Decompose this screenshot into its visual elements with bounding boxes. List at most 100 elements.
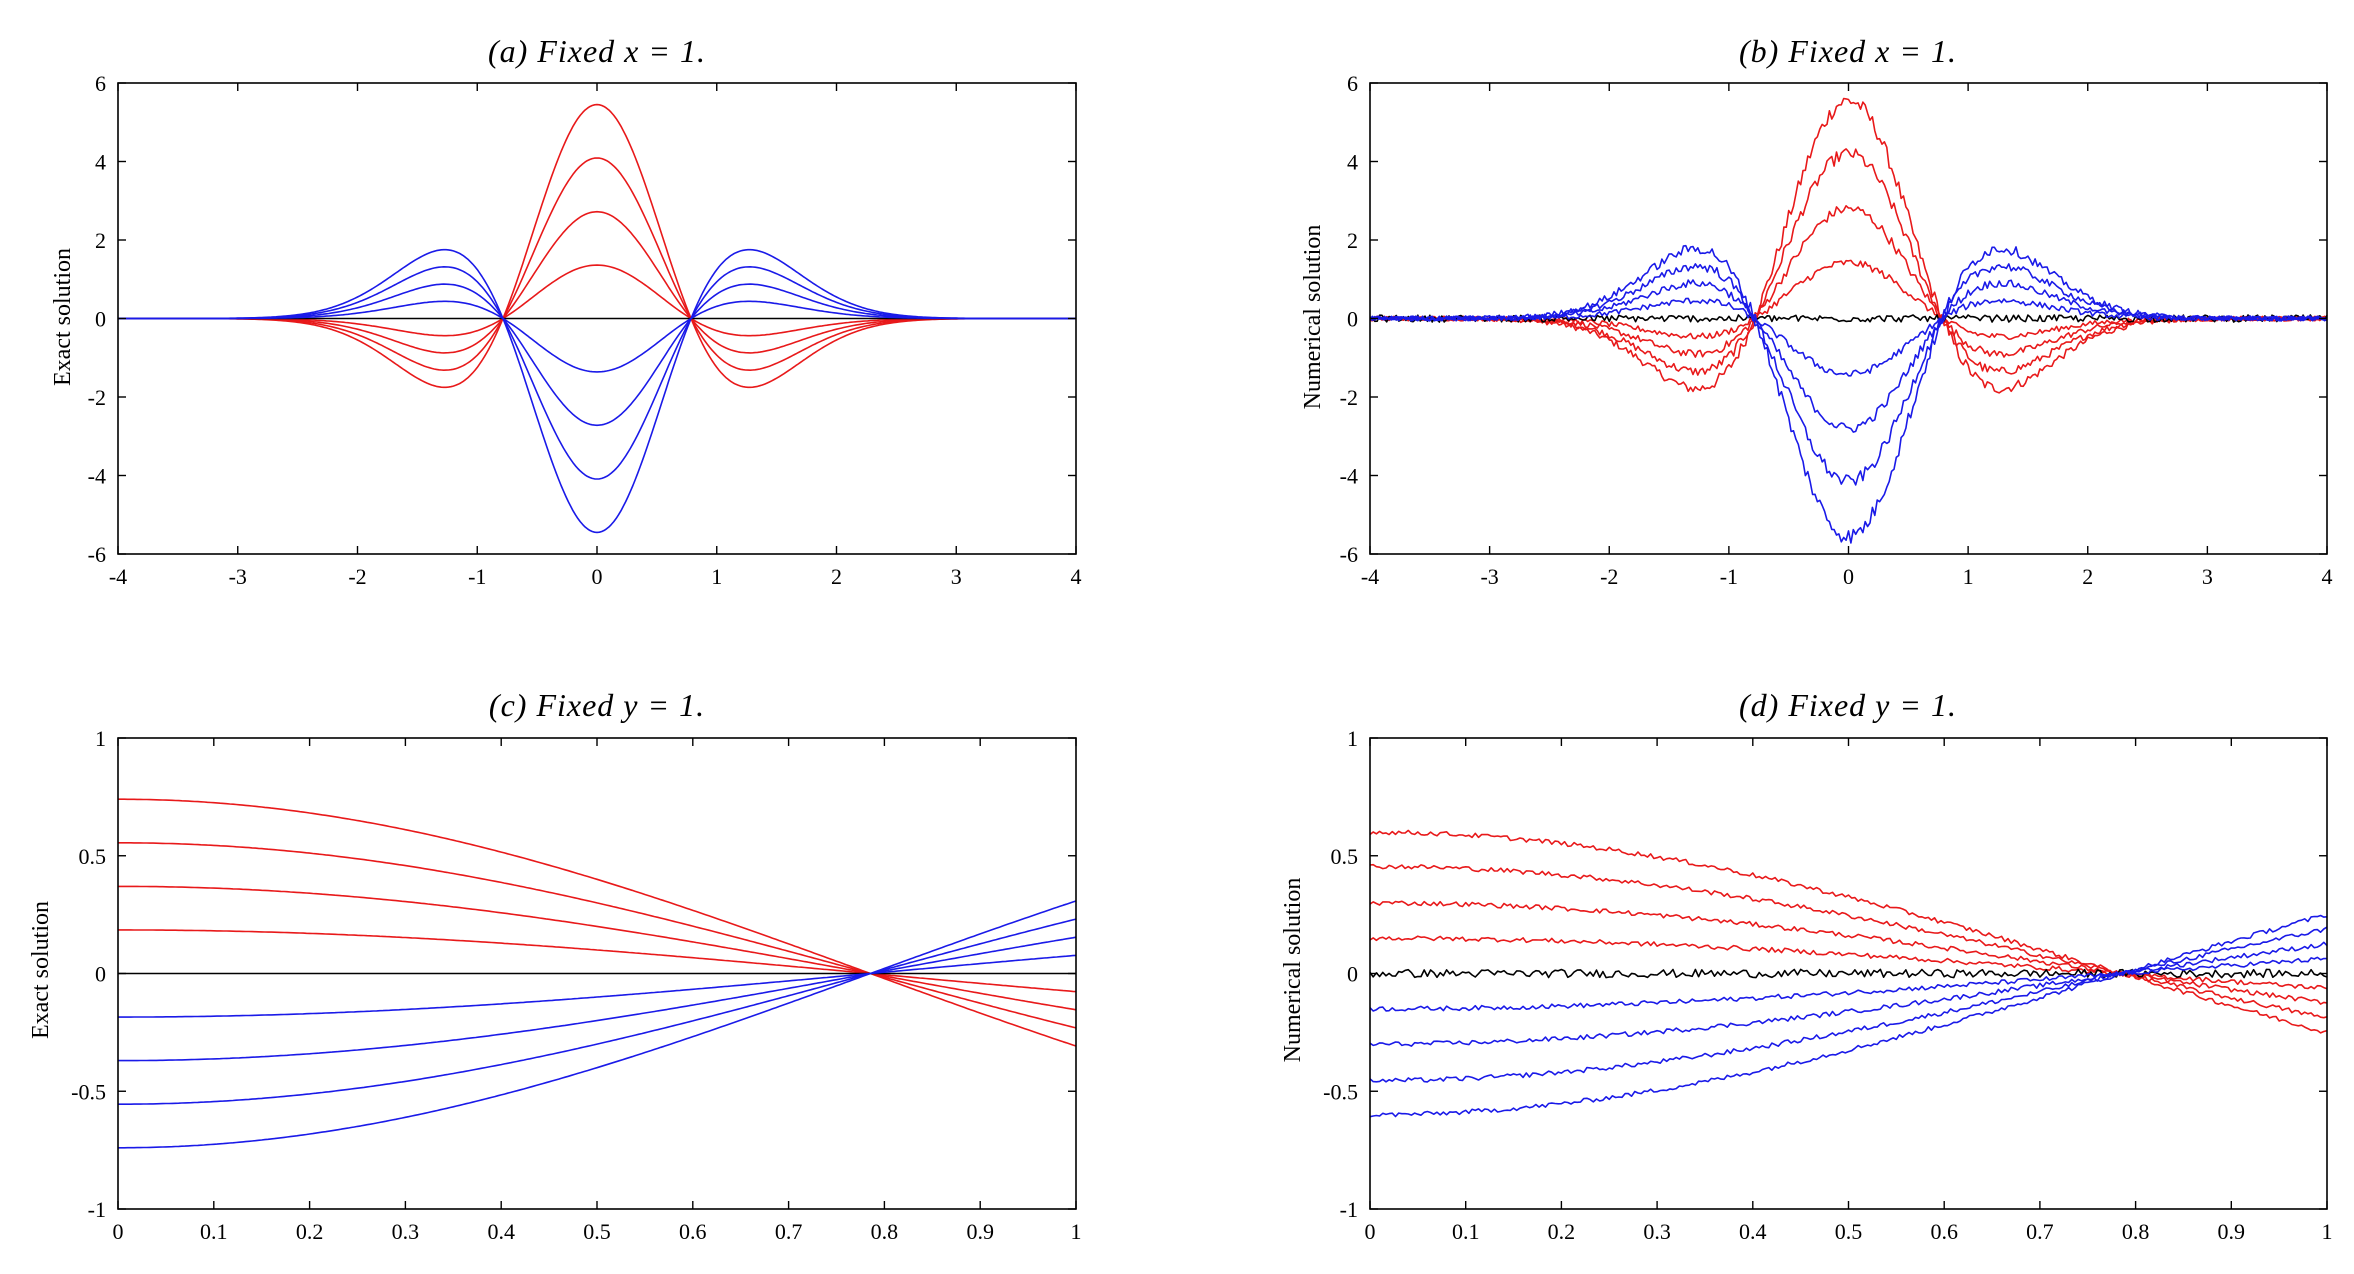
panel-a-ytick-label: -6 xyxy=(88,542,106,567)
panel-a-xtick-label: -2 xyxy=(348,564,366,589)
panel-d-xtick-label: 0.8 xyxy=(2122,1219,2150,1244)
panel-a-series-0 xyxy=(118,103,1076,389)
panel-a-series-2 xyxy=(118,210,1076,354)
panel-d-xtick-label: 0.5 xyxy=(1835,1219,1863,1244)
panel-c-series-1 xyxy=(118,842,1077,1029)
panel-d-xtick-label: 0.9 xyxy=(2218,1219,2246,1244)
panel-d: (d) Fixed y = 1. Numerical solution 0 0.1… xyxy=(1280,687,2333,1244)
panel-d-xtick-label: 0.7 xyxy=(2026,1219,2054,1244)
panel-a-xtick-label: 4 xyxy=(1071,564,1082,589)
panel-d-ytick-label: -1 xyxy=(1340,1197,1358,1222)
panel-b-xtick-label: 0 xyxy=(1843,564,1854,589)
panel-a-xtick-label: -4 xyxy=(109,564,127,589)
panel-d-series-4 xyxy=(1369,968,2328,979)
panel-d-series-5 xyxy=(1369,956,2328,1012)
panel-b-ylabel: Numerical solution xyxy=(1300,225,1326,410)
panel-d-series-2 xyxy=(1369,900,2328,1005)
panel-c-ytick-label: 1 xyxy=(95,726,106,751)
panel-b-xtick-label: -2 xyxy=(1600,564,1618,589)
panel-c-xtick-label: 0.5 xyxy=(583,1219,611,1244)
panel-b-series-1 xyxy=(1369,148,2328,376)
panel-c: (c) Fixed y = 1. Exact solution 0 0.1 0.2 0… xyxy=(28,687,1082,1244)
panel-a-ylabel: Exact solution xyxy=(50,248,76,386)
panel-b: (b) Fixed x = 1. Numerical solution -4 -3… xyxy=(1300,33,2333,589)
panel-a-title: (a) Fixed x = 1. xyxy=(488,33,706,69)
panel-c-series-8 xyxy=(118,900,1077,1149)
panel-b-series-7 xyxy=(1369,263,2328,486)
panel-d-ytick-label: 1 xyxy=(1347,726,1358,751)
panel-b-xtick-label: -1 xyxy=(1720,564,1738,589)
panel-d-title: (d) Fixed y = 1. xyxy=(1739,687,1957,723)
panel-a-ytick-label: -2 xyxy=(88,385,106,410)
panel-d-xtick-label: 0.2 xyxy=(1548,1219,1576,1244)
panel-d-xtick-label: 0.4 xyxy=(1739,1219,1767,1244)
panel-c-xtick-label: 0.3 xyxy=(392,1219,420,1244)
panel-c-ytick-label: 0.5 xyxy=(79,844,107,869)
panel-c-title: (c) Fixed y = 1. xyxy=(489,687,705,723)
panel-b-series-5 xyxy=(1369,297,2328,377)
panel-c-xtick-label: 0 xyxy=(113,1219,124,1244)
panel-b-xtick-label: -3 xyxy=(1480,564,1498,589)
panel-a-xtick-label: 3 xyxy=(951,564,962,589)
panel-d-plot: 0 0.1 0.2 0.3 0.4 0.5 0.6 0.7 0.8 0.9 1 -1 -0.5 0 0.5 1 xyxy=(1323,726,2332,1244)
panel-b-series-0 xyxy=(1369,97,2328,394)
panel-b-xtick-label: 2 xyxy=(2082,564,2093,589)
panel-d-series-6 xyxy=(1369,941,2328,1047)
panel-c-series-5 xyxy=(118,954,1077,1018)
panel-c-ylabel: Exact solution xyxy=(28,901,54,1039)
panel-a-series-3 xyxy=(118,264,1076,337)
panel-b-series-8 xyxy=(1369,244,2328,544)
panel-c-ytick-label: -1 xyxy=(88,1197,106,1222)
panel-c-series-0 xyxy=(118,798,1077,1047)
panel-b-ytick-label: 2 xyxy=(1347,228,1358,253)
panel-a-xtick-label: 2 xyxy=(831,564,842,589)
panel-b-series-6 xyxy=(1369,279,2328,433)
panel-b-ytick-label: 4 xyxy=(1347,150,1358,175)
panel-b-title: (b) Fixed x = 1. xyxy=(1739,33,1957,69)
panel-d-ytick-label: -0.5 xyxy=(1323,1079,1358,1104)
panel-c-series-2 xyxy=(118,885,1077,1011)
panel-b-series-4 xyxy=(1369,314,2328,323)
panel-a-ytick-label: 4 xyxy=(95,150,106,175)
panel-b-ytick-label: -2 xyxy=(1340,385,1358,410)
panel-d-series-3 xyxy=(1369,935,2328,990)
panel-b-xtick-label: -4 xyxy=(1361,564,1379,589)
panel-c-series-6 xyxy=(118,936,1077,1062)
panel-c-xtick-label: 1 xyxy=(1071,1219,1082,1244)
panel-a-series-5 xyxy=(118,300,1076,373)
panel-c-series-3 xyxy=(118,929,1077,993)
panel-a: (a) Fixed x = 1. Exact solution -4 -3 -2 -1… xyxy=(50,33,1082,589)
panel-c-xtick-label: 0.8 xyxy=(871,1219,899,1244)
panel-a-xtick-label: -3 xyxy=(229,564,247,589)
panel-c-plot: 0 0.1 0.2 0.3 0.4 0.5 0.6 0.7 0.8 0.9 1 -1 -0.5 0 0.5 1 xyxy=(71,726,1081,1244)
panel-c-xtick-label: 0.7 xyxy=(775,1219,803,1244)
panel-a-xtick-label: 1 xyxy=(711,564,722,589)
panel-a-xtick-label: 0 xyxy=(592,564,603,589)
panel-a-series-6 xyxy=(118,283,1076,427)
panel-a-series-7 xyxy=(118,266,1076,480)
panel-c-xtick-label: 0.6 xyxy=(679,1219,707,1244)
panel-b-ytick-label: 0 xyxy=(1347,307,1358,332)
panel-d-series-0 xyxy=(1369,829,2328,1034)
panel-b-ytick-label: 6 xyxy=(1347,71,1358,96)
panel-d-xtick-label: 0.3 xyxy=(1643,1219,1671,1244)
panel-b-xtick-label: 1 xyxy=(1963,564,1974,589)
panel-a-ytick-label: 2 xyxy=(95,228,106,253)
panel-b-series-2 xyxy=(1369,205,2328,358)
panel-d-ylabel: Numerical solution xyxy=(1280,878,1306,1063)
panel-d-xtick-label: 0.1 xyxy=(1452,1219,1480,1244)
panel-d-ytick-label: 0.5 xyxy=(1331,844,1359,869)
panel-d-series-7 xyxy=(1369,926,2328,1083)
panel-b-xtick-label: 3 xyxy=(2202,564,2213,589)
panel-c-xtick-label: 0.4 xyxy=(487,1219,515,1244)
panel-a-series-1 xyxy=(118,157,1076,371)
panel-b-ytick-label: -4 xyxy=(1340,464,1358,489)
panel-a-xtick-label: -1 xyxy=(468,564,486,589)
panel-d-ytick-label: 0 xyxy=(1347,962,1358,987)
panel-d-series-8 xyxy=(1369,914,2328,1118)
panel-d-xtick-label: 0 xyxy=(1365,1219,1376,1244)
panel-d-xtick-label: 0.6 xyxy=(1930,1219,1958,1244)
